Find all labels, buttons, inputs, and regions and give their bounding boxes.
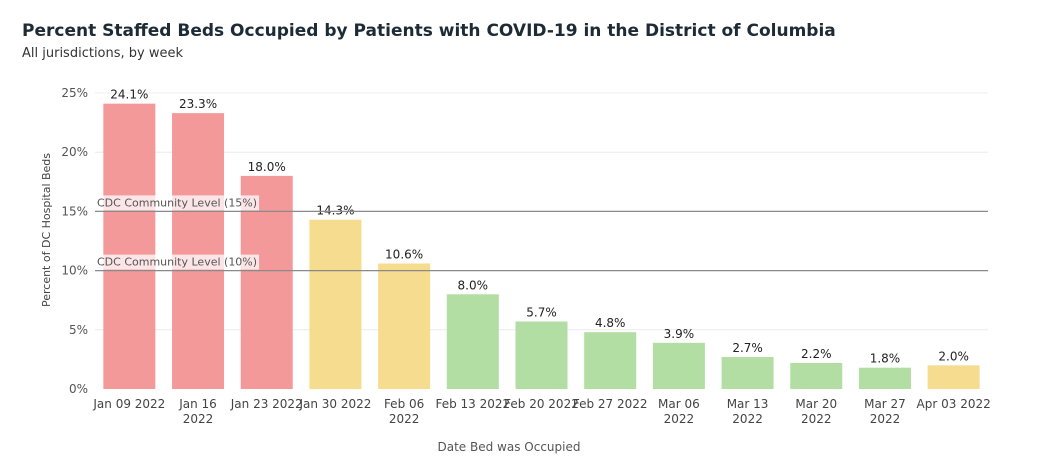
x-tick-label: Mar 27 bbox=[864, 397, 906, 411]
bars bbox=[103, 103, 980, 390]
data-label: 2.7% bbox=[732, 341, 763, 355]
bar[interactable] bbox=[172, 113, 225, 390]
x-tick-label: Feb 27 2022 bbox=[573, 397, 648, 411]
x-tick-label: Jan 23 2022 bbox=[230, 397, 303, 411]
x-tick-label: 2022 bbox=[183, 412, 214, 426]
chart-title: Percent Staffed Beds Occupied by Patient… bbox=[22, 21, 836, 41]
data-labels: 24.1% 23.3% 18.0% 14.3% 10.6% 8.0% 5.7% 4.8% 3.9… bbox=[110, 88, 969, 366]
data-label: 2.2% bbox=[801, 347, 832, 361]
reference-label-background bbox=[95, 195, 260, 211]
data-label: 1.8% bbox=[870, 352, 901, 366]
data-label: 8.0% bbox=[458, 278, 489, 292]
reference-lines: CDC Community Level (15%) CDC Community L… bbox=[95, 195, 988, 272]
x-tick-label: Jan 30 2022 bbox=[298, 397, 371, 411]
x-tick-label: Mar 20 bbox=[795, 397, 837, 411]
bar[interactable] bbox=[515, 321, 568, 389]
data-label: 2.0% bbox=[938, 349, 969, 363]
x-tick-label: Mar 13 bbox=[727, 397, 769, 411]
bar[interactable] bbox=[378, 263, 431, 389]
bar[interactable] bbox=[721, 357, 774, 389]
x-tick-label: 2022 bbox=[664, 412, 695, 426]
y-tick-label: 0% bbox=[69, 382, 88, 396]
x-tick-label: Feb 20 2022 bbox=[504, 397, 579, 411]
data-label: 23.3% bbox=[179, 97, 217, 111]
y-tick-label: 15% bbox=[61, 204, 88, 218]
data-label: 4.8% bbox=[595, 316, 626, 330]
x-tick-label: 2022 bbox=[732, 412, 763, 426]
bar[interactable] bbox=[652, 342, 705, 389]
bar[interactable] bbox=[103, 103, 156, 389]
x-tick-label: 2022 bbox=[389, 412, 420, 426]
bar[interactable] bbox=[790, 362, 843, 389]
reference-line-label: CDC Community Level (10%) bbox=[97, 256, 257, 269]
x-tick-label: Mar 06 bbox=[658, 397, 700, 411]
y-tick-label: 10% bbox=[61, 264, 88, 278]
x-tick-label: Feb 13 2022 bbox=[435, 397, 510, 411]
x-tick-label: Apr 03 2022 bbox=[917, 397, 991, 411]
x-tick-label: Jan 16 bbox=[178, 397, 217, 411]
bar[interactable] bbox=[584, 332, 637, 389]
data-label: 3.9% bbox=[664, 327, 695, 341]
y-tick-label: 20% bbox=[61, 145, 88, 159]
y-tick-label: 25% bbox=[61, 86, 88, 100]
y-axis-ticks: 0% 5% 10% 15% 20% 25% bbox=[61, 86, 88, 396]
reference-label-background bbox=[95, 254, 260, 270]
x-tick-label: 2022 bbox=[801, 412, 832, 426]
data-label: 10.6% bbox=[385, 247, 423, 261]
y-axis-label: Percent of DC Hospital Beds bbox=[40, 153, 53, 307]
reference-line-label: CDC Community Level (15%) bbox=[97, 196, 257, 209]
x-tick-label: Feb 06 bbox=[384, 397, 424, 411]
data-label: 24.1% bbox=[110, 88, 148, 102]
data-label: 18.0% bbox=[248, 160, 286, 174]
bar[interactable] bbox=[927, 365, 980, 389]
bar[interactable] bbox=[858, 367, 911, 389]
y-tick-label: 5% bbox=[69, 323, 88, 337]
bar[interactable] bbox=[446, 294, 499, 389]
data-label: 5.7% bbox=[526, 306, 557, 320]
x-tick-label: 2022 bbox=[870, 412, 901, 426]
x-tick-label: Jan 09 2022 bbox=[92, 397, 165, 411]
chart-subtitle: All jurisdictions, by week bbox=[22, 46, 184, 61]
data-label: 14.3% bbox=[316, 204, 354, 218]
bar[interactable] bbox=[309, 219, 362, 389]
x-axis-label: Date Bed was Occupied bbox=[438, 440, 581, 454]
